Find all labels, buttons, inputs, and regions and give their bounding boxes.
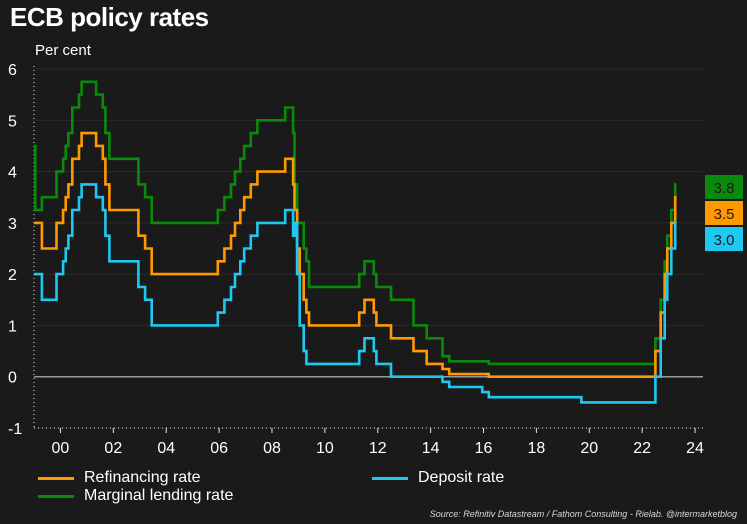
y-tick-label-1: 0 xyxy=(8,370,17,387)
end-label-text-1: 3.0 xyxy=(714,232,735,249)
legend-refinancing: Refinancing rate xyxy=(38,468,201,488)
x-tick-label-9: 18 xyxy=(528,440,546,457)
x-tick-label-7: 14 xyxy=(422,440,440,457)
x-tick-label-11: 22 xyxy=(633,440,651,457)
end-label-box-0 xyxy=(705,201,743,225)
x-tick-label-4: 08 xyxy=(263,440,281,457)
x-tick-label-3: 06 xyxy=(210,440,228,457)
x-tick-label-5: 10 xyxy=(316,440,334,457)
legend-label-deposit: Deposit rate xyxy=(418,469,505,486)
chart-subtitle: Per cent xyxy=(35,42,91,59)
x-tick-label-12: 24 xyxy=(686,440,704,457)
x-tick-label-10: 20 xyxy=(580,440,598,457)
x-tick-label-0: 00 xyxy=(52,440,70,457)
y-tick-label-6: 5 xyxy=(8,113,17,130)
end-label-text-0: 3.5 xyxy=(714,206,735,223)
legend-swatch-marginal xyxy=(38,494,74,498)
legend-swatch-refinancing xyxy=(38,476,74,480)
y-tick-label-3: 2 xyxy=(8,267,17,284)
y-tick-label-2: 1 xyxy=(8,318,17,335)
chart-title: ECB policy rates xyxy=(10,2,209,32)
x-tick-label-6: 12 xyxy=(369,440,387,457)
x-tick-label-8: 16 xyxy=(475,440,493,457)
legend-marginal: Marginal lending rate xyxy=(38,486,233,506)
x-tick-label-2: 04 xyxy=(157,440,175,457)
y-tick-label-5: 4 xyxy=(8,165,17,182)
legend-deposit: Deposit rate xyxy=(372,468,504,488)
source-note: Source: Refinitiv Datastream / Fathom Co… xyxy=(429,509,737,519)
y-tick-label-4: 3 xyxy=(8,216,17,233)
end-label-text-2: 3.8 xyxy=(714,180,735,197)
series-line-0 xyxy=(34,131,677,378)
series-line-2 xyxy=(34,80,677,366)
y-tick-label-7: 6 xyxy=(8,62,17,79)
legend-label-refinancing: Refinancing rate xyxy=(84,469,201,486)
end-label-box-1 xyxy=(705,227,743,251)
y-tick-label-0: -1 xyxy=(8,421,22,438)
legend-label-marginal: Marginal lending rate xyxy=(84,487,234,504)
end-label-box-2 xyxy=(705,175,743,199)
legend-swatch-deposit xyxy=(372,476,408,480)
x-tick-label-1: 02 xyxy=(104,440,122,457)
series-line-1 xyxy=(34,183,677,404)
